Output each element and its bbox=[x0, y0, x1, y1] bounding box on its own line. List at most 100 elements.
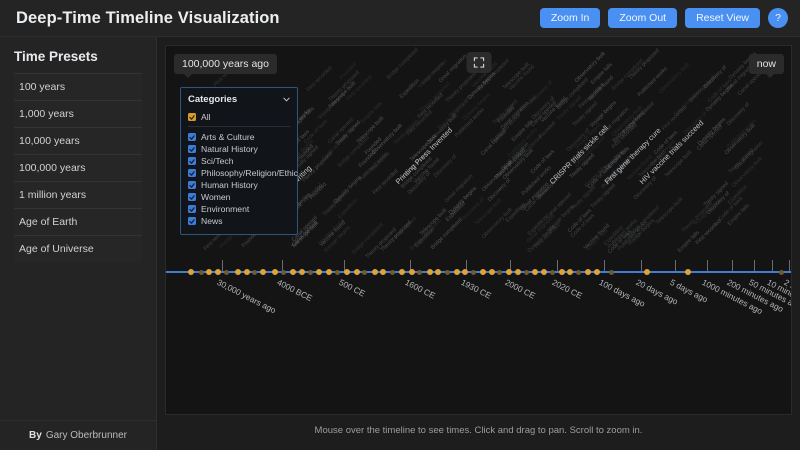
checkbox-checked-icon[interactable] bbox=[188, 169, 196, 177]
timeline-event-dot[interactable] bbox=[260, 269, 266, 275]
timeline-event-dot[interactable] bbox=[344, 269, 350, 275]
background-event-label: Observatory built bbox=[573, 51, 606, 84]
sidebar-item-age-of-earth[interactable]: Age of Earth bbox=[14, 208, 142, 235]
zoom-in-button[interactable]: Zoom In bbox=[540, 8, 601, 28]
category-filter-row[interactable]: Human History bbox=[188, 179, 290, 191]
timeline-event-dot[interactable] bbox=[335, 270, 340, 275]
sidebar-item-age-of-universe[interactable]: Age of Universe bbox=[14, 235, 142, 262]
category-filter-row[interactable]: Sci/Tech bbox=[188, 155, 290, 167]
timeline-event-dot[interactable] bbox=[480, 269, 486, 275]
timeline-event-dot[interactable] bbox=[435, 269, 441, 275]
timeline-event-dot[interactable] bbox=[524, 270, 529, 275]
axis-tick-label: 4000 BCE bbox=[275, 277, 314, 303]
category-filter-row[interactable]: Philosophy/Religion/Ethic bbox=[188, 167, 290, 179]
zoom-out-button[interactable]: Zoom Out bbox=[608, 8, 677, 28]
timeline-event-dot[interactable] bbox=[399, 269, 405, 275]
timeline-event-dot[interactable] bbox=[372, 269, 378, 275]
timeline-chart[interactable]: 100,000 years ago now Discovery of First … bbox=[165, 45, 792, 415]
timeline-event-dot[interactable] bbox=[224, 270, 229, 275]
category-label: Human History bbox=[201, 180, 258, 190]
category-label: Natural History bbox=[201, 144, 258, 154]
reset-view-button[interactable]: Reset View bbox=[685, 8, 760, 28]
timeline-event-dot[interactable] bbox=[299, 269, 305, 275]
timeline-event-dot[interactable] bbox=[685, 269, 691, 275]
background-event-label: Bridge completed bbox=[386, 47, 420, 81]
expand-icon[interactable] bbox=[466, 52, 491, 73]
timeline-event-dot[interactable] bbox=[576, 270, 581, 275]
timeline-event-dot[interactable] bbox=[506, 269, 512, 275]
category-filter-row[interactable]: News bbox=[188, 215, 290, 227]
body-row: Time Presets 100 years 1,000 years 10,00… bbox=[0, 37, 800, 450]
sidebar-item-1-million-years[interactable]: 1 million years bbox=[14, 181, 142, 208]
timeline-event-dot[interactable] bbox=[462, 269, 468, 275]
timeline-event-dot[interactable] bbox=[235, 269, 241, 275]
timeline-event-dot[interactable] bbox=[417, 270, 422, 275]
timeline-event-dot[interactable] bbox=[585, 269, 591, 275]
category-label-all: All bbox=[201, 112, 211, 122]
page-title: Deep-Time Timeline Visualization bbox=[16, 9, 280, 28]
timeline-event-dot[interactable] bbox=[308, 270, 313, 275]
timeline-event-dot[interactable] bbox=[644, 269, 650, 275]
timeline-event-dot[interactable] bbox=[188, 269, 194, 275]
checkbox-checked-icon[interactable] bbox=[188, 181, 196, 189]
category-filter-row[interactable]: Arts & Culture bbox=[188, 131, 290, 143]
category-filter-row[interactable]: Women bbox=[188, 191, 290, 203]
category-label: Sci/Tech bbox=[201, 156, 233, 166]
axis-tick-label: 1600 CE bbox=[403, 277, 437, 301]
timeline-event-dot[interactable] bbox=[445, 270, 450, 275]
help-icon[interactable]: ? bbox=[768, 8, 788, 28]
checkbox-checked-icon[interactable] bbox=[188, 217, 196, 225]
timeline-event-dot[interactable] bbox=[471, 270, 476, 275]
sidebar-item-100000-years[interactable]: 100,000 years bbox=[14, 154, 142, 181]
sidebar-item-100-years[interactable]: 100 years bbox=[14, 73, 142, 100]
timeline-event-dot[interactable] bbox=[541, 269, 547, 275]
timeline-event-dot[interactable] bbox=[252, 270, 257, 275]
timeline-event-dot[interactable] bbox=[497, 270, 502, 275]
timeline-event-dot[interactable] bbox=[281, 270, 286, 275]
axis-tick-label: 2000 CE bbox=[503, 277, 537, 301]
category-filter-all[interactable]: All bbox=[188, 109, 290, 127]
timeline-event-dot[interactable] bbox=[594, 269, 600, 275]
sidebar-item-10000-years[interactable]: 10,000 years bbox=[14, 127, 142, 154]
category-filter-row[interactable]: Natural History bbox=[188, 143, 290, 155]
checkbox-checked-icon[interactable] bbox=[188, 113, 196, 121]
timeline-event-dot[interactable] bbox=[550, 270, 555, 275]
timeline-event-dot[interactable] bbox=[290, 269, 296, 275]
main-panel: 100,000 years ago now Discovery of First … bbox=[157, 37, 800, 450]
timeline-event-dot[interactable] bbox=[779, 270, 784, 275]
timeline-event-dot[interactable] bbox=[489, 269, 495, 275]
timeline-event-dot[interactable] bbox=[354, 269, 360, 275]
category-filter-row[interactable]: Environment bbox=[188, 203, 290, 215]
timeline-event-dot[interactable] bbox=[380, 269, 386, 275]
checkbox-checked-icon[interactable] bbox=[188, 205, 196, 213]
timeline-event-label[interactable]: HIV vaccine trials succeed bbox=[638, 118, 706, 186]
timeline-event-dot[interactable] bbox=[567, 269, 573, 275]
footer-by-label: By bbox=[29, 430, 42, 441]
timeline-event-dot[interactable] bbox=[559, 269, 565, 275]
timeline-event-dot[interactable] bbox=[206, 269, 212, 275]
timeline-event-dot[interactable] bbox=[362, 270, 367, 275]
timeline-event-dot[interactable] bbox=[316, 269, 322, 275]
categories-header[interactable]: Categories bbox=[188, 94, 290, 109]
categories-panel[interactable]: Categories All Arts & Culture Na bbox=[180, 87, 298, 235]
timeline-event-dot[interactable] bbox=[427, 269, 433, 275]
axis-tick-label: 2020 CE bbox=[550, 277, 584, 301]
timeline-event-dot[interactable] bbox=[326, 269, 332, 275]
checkbox-checked-icon[interactable] bbox=[188, 133, 196, 141]
checkbox-checked-icon[interactable] bbox=[188, 193, 196, 201]
timeline-event-dot[interactable] bbox=[390, 270, 395, 275]
checkbox-checked-icon[interactable] bbox=[188, 157, 196, 165]
timeline-event-dot[interactable] bbox=[609, 270, 614, 275]
timeline-event-dot[interactable] bbox=[272, 269, 278, 275]
timeline-event-dot[interactable] bbox=[515, 269, 521, 275]
checkbox-checked-icon[interactable] bbox=[188, 145, 196, 153]
timeline-event-dot[interactable] bbox=[532, 269, 538, 275]
timeline-event-dot[interactable] bbox=[199, 270, 204, 275]
sidebar-item-1000-years[interactable]: 1,000 years bbox=[14, 100, 142, 127]
timeline-event-dot[interactable] bbox=[244, 269, 250, 275]
timeline-event-dot[interactable] bbox=[409, 269, 415, 275]
chevron-down-icon[interactable] bbox=[283, 94, 290, 105]
timeline-event-dot[interactable] bbox=[454, 269, 460, 275]
background-event-label: Expedition bbox=[399, 78, 421, 100]
timeline-event-dot[interactable] bbox=[215, 269, 221, 275]
